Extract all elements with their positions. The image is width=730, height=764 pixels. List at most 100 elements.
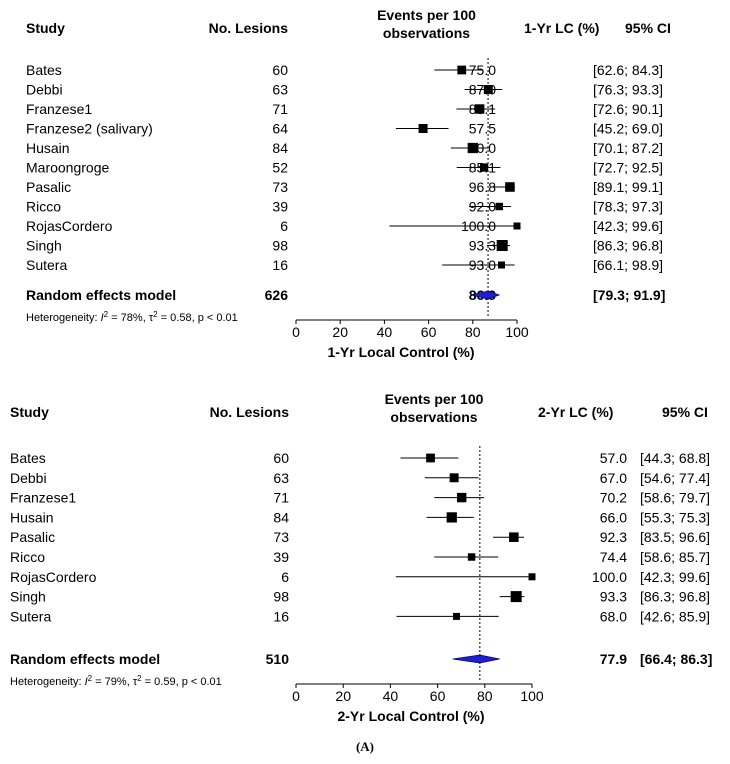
header-95ci: 95% CI bbox=[625, 20, 671, 36]
study-ci: [58.6; 85.7] bbox=[640, 549, 710, 565]
study-point-marker bbox=[467, 142, 478, 154]
pooled-n-lesions: 626 bbox=[265, 287, 289, 303]
study-estimate: 57.0 bbox=[600, 450, 627, 466]
study-estimate: 67.0 bbox=[600, 470, 627, 486]
x-axis-label: 2-Yr Local Control (%) bbox=[337, 708, 484, 724]
study-row: Singh 98 93.3 [86.3; 96.8] bbox=[10, 589, 710, 605]
forest-panel-2: Study No. Lesions Events per 100 observatio… bbox=[10, 391, 712, 724]
study-name: Husain bbox=[26, 140, 70, 156]
study-ci: [42.6; 85.9] bbox=[640, 608, 710, 624]
study-point-marker bbox=[456, 492, 467, 503]
study-n-lesions: 39 bbox=[272, 199, 288, 215]
study-n-lesions: 52 bbox=[272, 160, 288, 176]
study-point-marker bbox=[457, 65, 467, 75]
column-headers: Study No. Lesions Events per 100 observatio… bbox=[26, 7, 671, 41]
study-row: Franzese2 (salivary) 64 57.5 [45.2; 69.0] bbox=[26, 121, 663, 137]
study-point-marker bbox=[498, 261, 506, 269]
study-point-marker bbox=[510, 591, 522, 603]
study-n-lesions: 98 bbox=[273, 589, 289, 605]
column-headers: Study No. Lesions Events per 100 observatio… bbox=[10, 391, 708, 425]
study-ci: [58.6; 79.7] bbox=[640, 490, 710, 506]
header-95ci: 95% CI bbox=[662, 404, 708, 420]
study-ci: [89.1; 99.1] bbox=[593, 179, 663, 195]
x-tick-label: 100 bbox=[505, 324, 529, 340]
study-point-marker bbox=[479, 163, 489, 172]
study-n-lesions: 71 bbox=[273, 490, 289, 506]
study-n-lesions: 16 bbox=[273, 608, 289, 624]
header-events-line2: observations bbox=[383, 25, 470, 41]
header-no-lesions: No. Lesions bbox=[209, 20, 289, 36]
study-name: Husain bbox=[10, 509, 54, 525]
heterogeneity-text: Heterogeneity: I2 = 78%, τ2 = 0.58, p < … bbox=[26, 310, 238, 325]
study-ci: [42.3; 99.6] bbox=[640, 569, 710, 585]
study-point-marker bbox=[474, 104, 485, 114]
x-tick-label: 40 bbox=[377, 324, 393, 340]
pooled-diamond bbox=[471, 290, 501, 300]
study-n-lesions: 6 bbox=[280, 218, 288, 234]
study-estimate: 96.8 bbox=[469, 179, 496, 195]
study-point-marker bbox=[513, 222, 521, 230]
study-n-lesions: 73 bbox=[273, 529, 289, 545]
study-ci: [45.2; 69.0] bbox=[593, 121, 663, 137]
study-name: Bates bbox=[26, 62, 62, 78]
pooled-diamond bbox=[452, 654, 500, 664]
x-tick-label: 0 bbox=[292, 688, 300, 704]
pooled-label: Random effects model bbox=[26, 287, 176, 303]
x-axis-label: 1-Yr Local Control (%) bbox=[327, 344, 474, 360]
study-row: Ricco 39 92.0 [78.3; 97.3] bbox=[26, 199, 663, 215]
pooled-row: Random effects model62686.9[79.3; 91.9] bbox=[26, 287, 665, 303]
study-name: Singh bbox=[26, 238, 62, 254]
study-estimate: 66.0 bbox=[600, 509, 627, 525]
study-name: Maroongroge bbox=[26, 160, 109, 176]
study-name: Ricco bbox=[10, 549, 45, 565]
study-estimate: 70.2 bbox=[600, 490, 627, 506]
figure-label: (A) bbox=[356, 739, 374, 754]
study-estimate: 93.3 bbox=[469, 238, 496, 254]
header-events-line2: observations bbox=[390, 409, 477, 425]
study-point-marker bbox=[505, 182, 515, 192]
study-row: Maroongroge5285.1[72.7; 92.5] bbox=[26, 160, 663, 176]
study-ci: [62.6; 84.3] bbox=[593, 62, 663, 78]
study-ci: [66.1; 98.9] bbox=[593, 257, 663, 273]
study-point-marker bbox=[467, 553, 476, 561]
study-row: Husain 84 80.0 [70.1; 87.2] bbox=[26, 140, 663, 156]
study-n-lesions: 16 bbox=[272, 257, 288, 273]
x-tick-label: 80 bbox=[465, 324, 481, 340]
pooled-label: Random effects model bbox=[10, 651, 160, 667]
x-axis: 0 20 40 60 80 100 2-Yr Local Control (%) bbox=[292, 683, 544, 724]
study-n-lesions: 63 bbox=[272, 82, 288, 98]
x-tick-label: 20 bbox=[332, 324, 348, 340]
study-name: Sutera bbox=[26, 257, 67, 273]
study-name: RojasCordero bbox=[26, 218, 113, 234]
study-ci: [70.1; 87.2] bbox=[593, 140, 663, 156]
study-n-lesions: 84 bbox=[272, 140, 288, 156]
study-ci: [78.3; 97.3] bbox=[593, 199, 663, 215]
study-n-lesions: 64 bbox=[272, 121, 288, 137]
x-tick-label: 0 bbox=[292, 324, 300, 340]
study-n-lesions: 98 bbox=[272, 238, 288, 254]
study-name: Ricco bbox=[26, 199, 61, 215]
study-n-lesions: 6 bbox=[281, 569, 289, 585]
header-study: Study bbox=[10, 404, 49, 420]
header-estimate: 2-Yr LC (%) bbox=[538, 404, 613, 420]
study-estimate: 68.0 bbox=[600, 608, 627, 624]
study-ci: [86.3; 96.8] bbox=[640, 589, 710, 605]
header-study: Study bbox=[26, 20, 65, 36]
study-row: Debbi 63 67.0 [54.6; 77.4] bbox=[10, 470, 710, 486]
header-estimate: 1-Yr LC (%) bbox=[524, 20, 599, 36]
study-row: RojasCordero 6 100.0 [42.3; 99.6] bbox=[10, 569, 710, 585]
study-name: Sutera bbox=[10, 608, 51, 624]
study-name: Franzese1 bbox=[10, 490, 76, 506]
header-no-lesions: No. Lesions bbox=[210, 404, 290, 420]
study-name: RojasCordero bbox=[10, 569, 97, 585]
study-row: Ricco 39 74.4 [58.6; 85.7] bbox=[10, 549, 710, 565]
study-name: Franzese1 bbox=[26, 101, 92, 117]
study-n-lesions: 84 bbox=[273, 509, 289, 525]
study-estimate: 75.0 bbox=[469, 62, 496, 78]
study-row: Debbi 63 87.0 [76.3; 93.3] bbox=[26, 82, 663, 98]
study-row: Sutera 16 68.0 [42.6; 85.9] bbox=[10, 608, 710, 624]
study-point-marker bbox=[452, 612, 460, 620]
pooled-estimate: 77.9 bbox=[600, 651, 627, 667]
study-n-lesions: 73 bbox=[272, 179, 288, 195]
